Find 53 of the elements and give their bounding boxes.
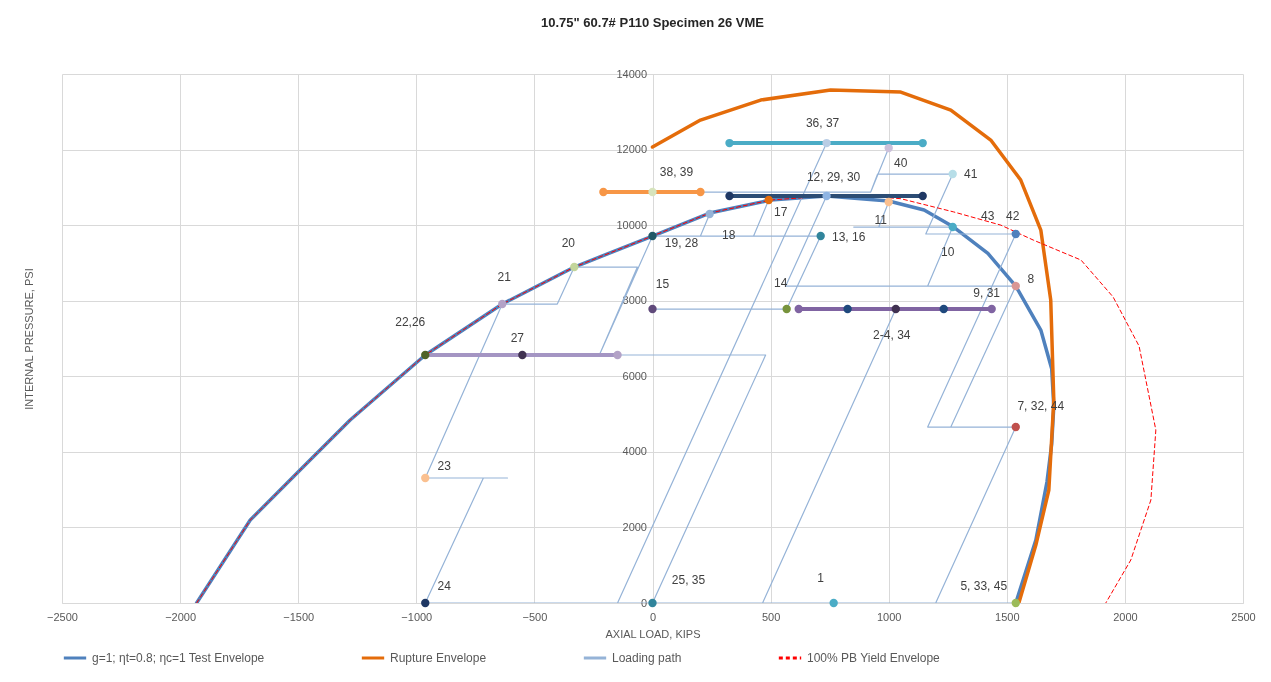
y-tick-label: 12000 (616, 143, 647, 156)
annotation: 18 (721, 228, 736, 243)
annotation: 12, 29, 30 (806, 170, 861, 185)
annotation: 14 (773, 276, 788, 291)
x-tick-label: −500 (522, 610, 548, 623)
annotation: 20 (561, 236, 576, 251)
annotation: 11 (874, 213, 888, 228)
annotation: 41 (964, 167, 978, 182)
annotation: 40 (894, 156, 908, 171)
chart-title: 10.75" 60.7# P110 Specimen 26 VME (541, 15, 765, 30)
x-tick-label: −1000 (401, 610, 433, 623)
annotation: 21 (497, 270, 512, 285)
annotation: 43 (981, 209, 995, 224)
y-tick-label: 8000 (622, 294, 647, 307)
x-axis-title: AXIAL LOAD, KIPS (605, 627, 701, 640)
y-tick-label: 4000 (622, 445, 647, 458)
annotation: 15 (655, 277, 670, 292)
annotation: 9, 31 (973, 286, 1001, 301)
x-tick-label: −2500 (47, 610, 78, 623)
annotation: 42 (1006, 209, 1020, 224)
legend-label: g=1; ηt=0.8; ηc=1 Test Envelope (92, 651, 265, 665)
annotation: 5, 33, 45 (960, 579, 1008, 593)
annotation: 22,26 (395, 315, 426, 330)
y-tick-label: 2000 (622, 520, 647, 533)
y-tick-label: 14000 (616, 67, 647, 80)
x-tick-label: −1500 (283, 610, 315, 623)
x-tick-label: 1000 (876, 610, 902, 623)
y-tick-label: 10000 (616, 218, 647, 231)
x-tick-label: 500 (761, 610, 781, 623)
annotation: 13, 16 (831, 230, 866, 245)
y-axis-title: INTERNAL PRESSURE, PSI (22, 268, 35, 410)
legend-label: 100% PB Yield Envelope (807, 651, 941, 665)
annotation: 1 (817, 571, 825, 585)
annotation: 36, 37 (805, 116, 840, 131)
x-tick-label: −2000 (165, 610, 197, 623)
legend-label: Loading path (612, 651, 682, 665)
annotation: 19, 28 (664, 236, 699, 251)
x-tick-label: 2000 (1113, 610, 1138, 623)
annotation: 17 (774, 205, 788, 220)
annotation: 10 (941, 245, 955, 260)
x-tick-label: 0 (649, 610, 657, 623)
x-tick-label: 1500 (995, 610, 1020, 623)
annotation: 2-4, 34 (873, 328, 911, 343)
annotation: 27 (510, 331, 525, 346)
annotation: 38, 39 (659, 165, 694, 180)
y-tick-label: 6000 (622, 369, 647, 382)
y-tick-label: 0 (640, 596, 647, 609)
annotation: 8 (1027, 272, 1035, 287)
annotation: 25, 35 (671, 573, 706, 587)
annotation: 23 (437, 459, 452, 473)
annotation: 24 (437, 579, 452, 593)
x-tick-label: 2500 (1231, 610, 1256, 623)
legend-label: Rupture Envelope (390, 651, 487, 665)
